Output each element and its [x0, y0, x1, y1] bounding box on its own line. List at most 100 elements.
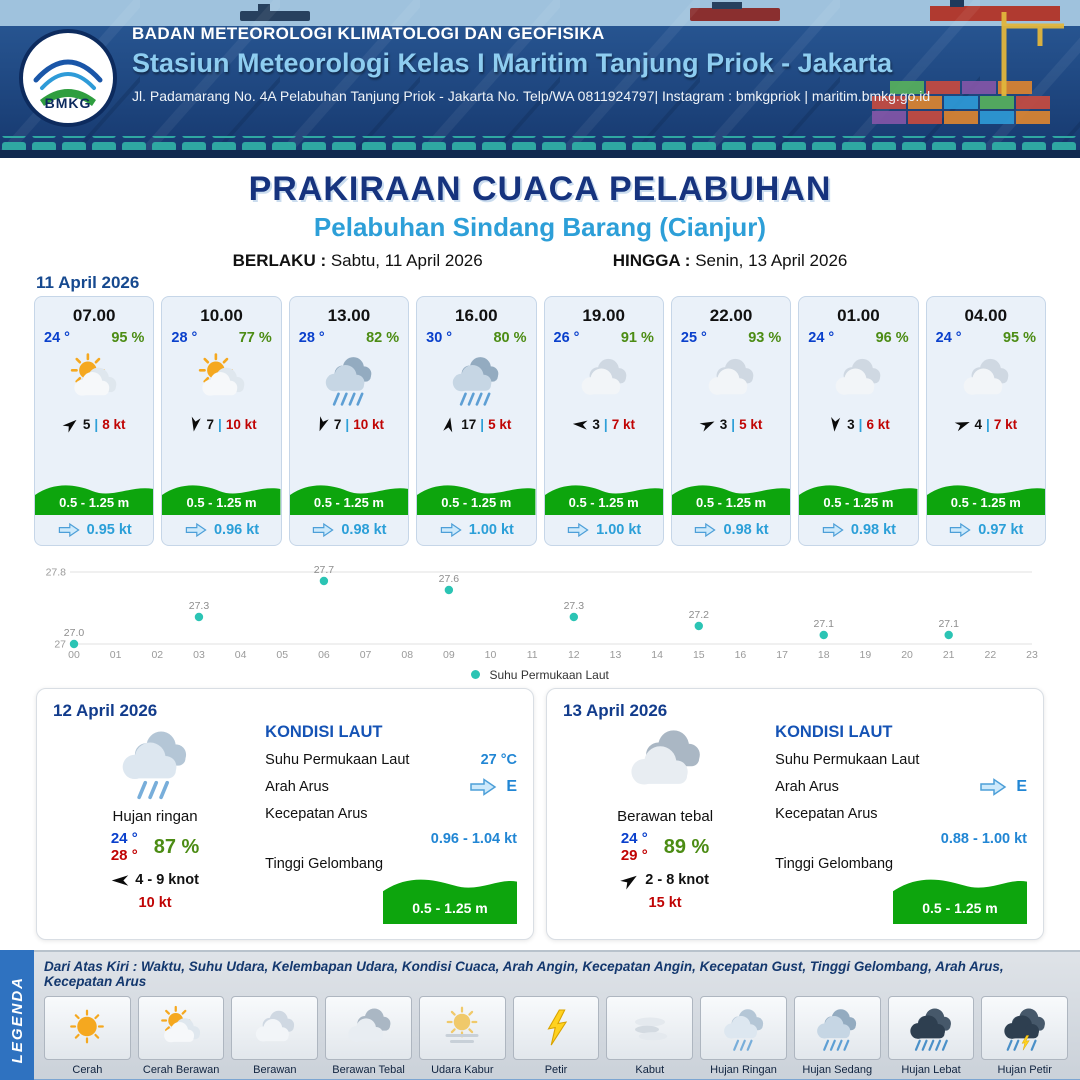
- daily-weather-column: Hujan ringan 24 ° 28 ° 87 % 4 - 9 knot 1…: [53, 721, 257, 926]
- daily-humidity: 87 %: [153, 835, 200, 858]
- card-current-row: 1.00 kt: [545, 515, 663, 545]
- svg-text:27.6: 27.6: [439, 573, 460, 585]
- svg-text:19: 19: [860, 649, 872, 661]
- wind-gust: 7 kt: [993, 416, 1018, 432]
- daily-weather-icon: [107, 723, 203, 806]
- card-temperature: 28 °: [298, 330, 325, 346]
- svg-text:21: 21: [943, 649, 955, 661]
- current-direction-row: Arah Arus E: [775, 777, 1027, 797]
- svg-text:27.1: 27.1: [938, 618, 959, 630]
- current-speed-label: Kecepatan Arus: [775, 806, 878, 822]
- sst-label: Suhu Permukaan Laut: [775, 752, 920, 768]
- current-direction-icon: [978, 777, 1008, 797]
- wind-speed: 3: [847, 416, 855, 432]
- svg-text:27.7: 27.7: [314, 564, 335, 576]
- daily-temp-max: 28 °: [110, 847, 138, 864]
- wave-height-band: 0.5 - 1.25 m: [35, 479, 154, 515]
- wind-gust-separator: |: [94, 416, 99, 432]
- current-speed: 0.97 kt: [978, 522, 1024, 538]
- card-time: 16.00: [455, 306, 498, 325]
- card-wind-row: 3 | 7 kt: [545, 412, 663, 436]
- wave-height-band: 0.5 - 1.25 m: [162, 479, 281, 515]
- legend-item: Berawan: [231, 996, 319, 1076]
- weather-icon: [545, 346, 663, 412]
- daily-card: 13 April 2026 Berawan tebal 24 ° 29 ° 89…: [546, 688, 1044, 940]
- org-name: BADAN METEOROLOGI KLIMATOLOGI DAN GEOFIS…: [132, 24, 605, 43]
- legend-item: Hujan Sedang: [793, 996, 881, 1076]
- svg-text:02: 02: [151, 649, 163, 661]
- legend-main: Dari Atas Kiri : Waktu, Suhu Udara, Kele…: [34, 950, 1080, 1080]
- wind-gust-separator: |: [986, 416, 990, 432]
- card-temperature: 25 °: [680, 330, 707, 346]
- svg-text:23: 23: [1026, 649, 1038, 661]
- svg-text:16: 16: [735, 649, 747, 661]
- sst-chart-section: 27 27.8 00 01 02 03 04 05 06 07 08 09 10 11 12 13 14 15 16…: [0, 546, 1080, 682]
- valid-until-label: HINGGA :: [612, 251, 691, 270]
- wave-height: 0.5 - 1.25 m: [696, 495, 767, 510]
- wind-speed: 3: [592, 416, 600, 432]
- card-time: 22.00: [709, 306, 753, 325]
- svg-text:22: 22: [985, 649, 997, 661]
- sst-row: Suhu Permukaan Laut: [775, 752, 1027, 768]
- card-current-row: 0.95 kt: [35, 515, 153, 545]
- forecast-card: 04.00 24 ° 95 % 4 | 7 kt 0.5 - 1.25 m 0.…: [925, 296, 1046, 546]
- legend-label: Berawan: [253, 1064, 297, 1076]
- wave-height: 0.5 - 1.25 m: [568, 495, 639, 510]
- wind-direction-icon: [953, 415, 972, 433]
- svg-text:03: 03: [193, 649, 205, 661]
- wave-icon: [893, 879, 1027, 924]
- card-wind-row: 7 | 10 kt: [290, 412, 408, 436]
- daily-temp-humidity: 24 ° 28 ° 87 %: [111, 830, 199, 864]
- legend-section: LEGENDA Dari Atas Kiri : Waktu, Suhu Uda…: [0, 950, 1080, 1080]
- daily-wave-badge: 0.5 - 1.25 m: [383, 870, 517, 924]
- sea-conditions-column: KONDISI LAUT Suhu Permukaan Laut 27 °C A…: [265, 721, 517, 926]
- daily-temp-humidity: 24 ° 29 ° 89 %: [621, 830, 709, 864]
- sst-row: Suhu Permukaan Laut 27 °C: [265, 752, 517, 768]
- card-time: 19.00: [582, 306, 625, 325]
- svg-text:27.0: 27.0: [64, 627, 85, 639]
- wave-icon: [289, 485, 409, 515]
- current-direction-icon: [184, 522, 208, 538]
- weather-icon: [290, 346, 408, 412]
- wind-gust: 5 kt: [488, 416, 512, 432]
- valid-from: BERLAKU : Sabtu, 11 April 2026: [233, 251, 483, 271]
- bmkg-logo-text: BMKG: [44, 95, 92, 111]
- page-subtitle: Pelabuhan Sindang Barang (Cianjur): [313, 212, 767, 242]
- sea-conditions-title: KONDISI LAUT: [265, 723, 383, 741]
- bmkg-logo: BMKG: [18, 28, 118, 128]
- card-current-row: 1.00 kt: [417, 515, 535, 545]
- legend-title: LEGENDA: [8, 976, 26, 1064]
- legend-item: Petir: [512, 996, 600, 1076]
- valid-until-value: Senin, 13 April 2026: [695, 251, 848, 270]
- legend-weather-icon: [231, 996, 319, 1060]
- title-section: PRAKIRAAN CUACA PELABUHAN Pelabuhan Sind…: [0, 158, 1080, 270]
- wind-speed: 5: [82, 416, 91, 432]
- wind-speed: 7: [206, 416, 215, 432]
- valid-from-value: Sabtu, 11 April 2026: [330, 251, 483, 270]
- card-wind-row: 5 | 8 kt: [35, 412, 153, 436]
- chart-legend-label: Suhu Permukaan Laut: [489, 667, 609, 682]
- legend-title-strip: LEGENDA: [0, 950, 34, 1080]
- svg-text:11: 11: [527, 649, 538, 661]
- wave-height-band: 0.5 - 1.25 m: [544, 479, 663, 515]
- card-time: 13.00: [327, 306, 371, 325]
- wave-height: 0.5 - 1.25 m: [59, 495, 130, 510]
- wave-height-label: Tinggi Gelombang: [775, 856, 894, 872]
- wind-direction-icon: [111, 873, 129, 888]
- svg-text:04: 04: [235, 649, 247, 661]
- daily-temp-min: 24 °: [620, 830, 648, 847]
- card-temperature: 28 °: [171, 330, 198, 346]
- sst-value: 27 °C: [480, 752, 517, 768]
- wave-height: 0.5 - 1.25 m: [313, 495, 384, 510]
- valid-until: HINGGA : Senin, 13 April 2026: [613, 251, 848, 271]
- current-direction-icon: [57, 522, 81, 538]
- forecast-cards-row: 07.00 24 ° 95 % 5 | 8 kt 0.5 - 1.25 m 0.…: [0, 296, 1080, 546]
- legend-label: Cerah: [72, 1064, 103, 1076]
- daily-card-body: Hujan ringan 24 ° 28 ° 87 % 4 - 9 knot 1…: [53, 721, 517, 926]
- card-wind-row: 17 | 5 kt: [417, 412, 535, 436]
- svg-text:27.1: 27.1: [814, 618, 835, 630]
- legend-label: Kabut: [635, 1064, 665, 1076]
- wave-icon: [35, 485, 154, 515]
- valid-from-label: BERLAKU :: [232, 251, 327, 270]
- legend-item: Berawan Tebal: [325, 996, 412, 1076]
